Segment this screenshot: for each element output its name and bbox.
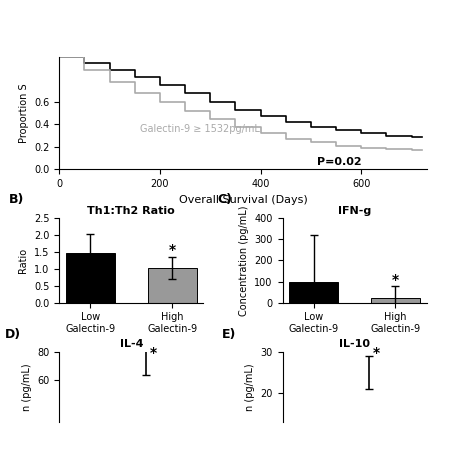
Bar [66, 253, 115, 302]
Y-axis label: Ratio: Ratio [18, 248, 28, 273]
Text: P=0.02: P=0.02 [317, 157, 361, 167]
Text: *: * [373, 346, 380, 360]
Title: IL-10: IL-10 [339, 339, 370, 349]
Bar [289, 282, 338, 302]
Text: *: * [392, 273, 399, 287]
Text: C): C) [218, 193, 233, 206]
Text: *: * [169, 243, 176, 257]
Text: Galectin-9 ≥ 1532pg/mL: Galectin-9 ≥ 1532pg/mL [140, 124, 260, 134]
Text: *: * [149, 346, 156, 360]
Title: Th1:Th2 Ratio: Th1:Th2 Ratio [87, 206, 175, 216]
Text: E): E) [222, 328, 237, 340]
Bar [371, 299, 420, 302]
Title: IL-4: IL-4 [119, 339, 143, 349]
Text: D): D) [5, 328, 21, 340]
Y-axis label: n (pg/mL): n (pg/mL) [245, 363, 255, 410]
Y-axis label: n (pg/mL): n (pg/mL) [22, 363, 32, 410]
X-axis label: Overall Survival (Days): Overall Survival (Days) [179, 195, 307, 205]
Y-axis label: Proportion S: Proportion S [18, 83, 28, 143]
Text: B): B) [9, 193, 24, 206]
Bar [147, 268, 197, 302]
Title: IFN-g: IFN-g [338, 206, 371, 216]
Y-axis label: Concentration (pg/mL): Concentration (pg/mL) [239, 205, 249, 316]
